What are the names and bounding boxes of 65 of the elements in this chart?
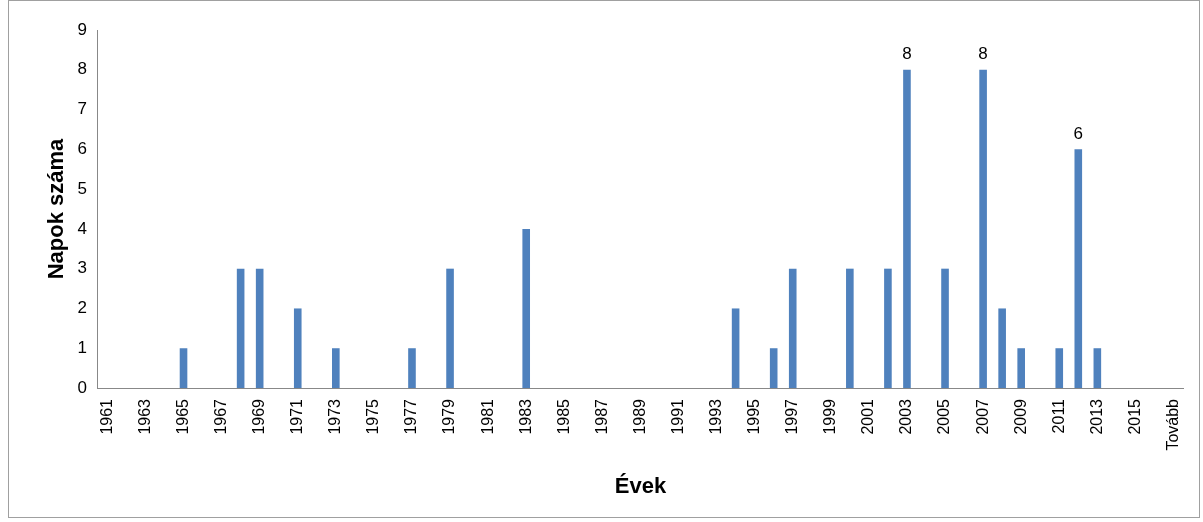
x-tick-label: 1985 [554,398,572,435]
bar [846,268,854,389]
bar [255,268,264,389]
y-tick-label: 3 [77,258,87,278]
bar [1055,348,1064,389]
x-tick-label: 1991 [668,398,686,435]
bar [1093,348,1102,389]
bar [236,268,245,389]
y-tick-label: 0 [77,377,87,397]
x-tick-label: 1965 [173,398,191,435]
bar [522,228,531,389]
x-tick-label: 1997 [783,398,801,435]
y-tick-label: 9 [77,19,87,39]
data-label: 8 [902,43,912,63]
x-tick-label: 1975 [364,398,382,435]
bar [903,69,911,389]
bar [332,348,340,389]
x-tick-label: 1961 [97,398,115,435]
x-tick-label: 2015 [1125,398,1143,435]
y-tick-label: 1 [77,337,87,357]
x-tick-label: 2013 [1087,398,1105,435]
x-tick-label: 2003 [897,398,915,435]
bar [731,308,740,389]
x-tick-label: 1981 [478,398,496,435]
bar [408,348,416,389]
x-tick-label: 1995 [745,398,763,435]
x-tick-label: 1963 [135,398,153,435]
x-tick-label: 1971 [288,398,306,435]
x-axis-title: Évek [614,472,667,498]
bar [979,69,987,389]
y-tick-label: 6 [77,139,87,159]
bar [941,268,949,389]
data-label: 6 [1073,123,1084,143]
x-tick-label: 1989 [630,398,648,435]
bar [446,268,454,389]
bar [293,308,302,389]
x-tick-label: 2007 [973,398,991,435]
y-tick-label: 5 [77,178,87,198]
bar [1017,348,1025,389]
x-tick-label: 1983 [516,398,534,435]
x-tick-label: 1987 [592,398,610,435]
x-tick-label: 2001 [859,398,877,435]
y-tick-label: 8 [77,59,87,79]
x-tick-label: 2009 [1011,398,1029,435]
y-tick-label: 4 [77,218,87,238]
x-tick-label: 1967 [212,398,230,435]
bar [1074,149,1083,389]
bar [179,348,188,389]
x-tick-label: 1969 [250,398,268,435]
x-tick-label: 1999 [821,398,839,435]
bar [998,308,1006,389]
x-tick-label: 1973 [326,398,344,435]
x-tick-label: 1979 [440,398,458,435]
x-tick-label: 1993 [706,398,724,435]
x-tick-label: Tovább [1163,398,1181,451]
y-tick-label: 7 [77,99,87,119]
x-tick-label: 1977 [402,398,420,435]
y-tick-label: 2 [77,298,87,318]
bar [788,268,797,389]
y-axis-title: Napok száma [43,137,69,280]
bar [884,268,892,389]
data-label: 8 [978,43,988,63]
bar [769,348,778,389]
x-tick-label: 2005 [935,398,953,435]
x-tick-label: 2011 [1049,398,1067,434]
